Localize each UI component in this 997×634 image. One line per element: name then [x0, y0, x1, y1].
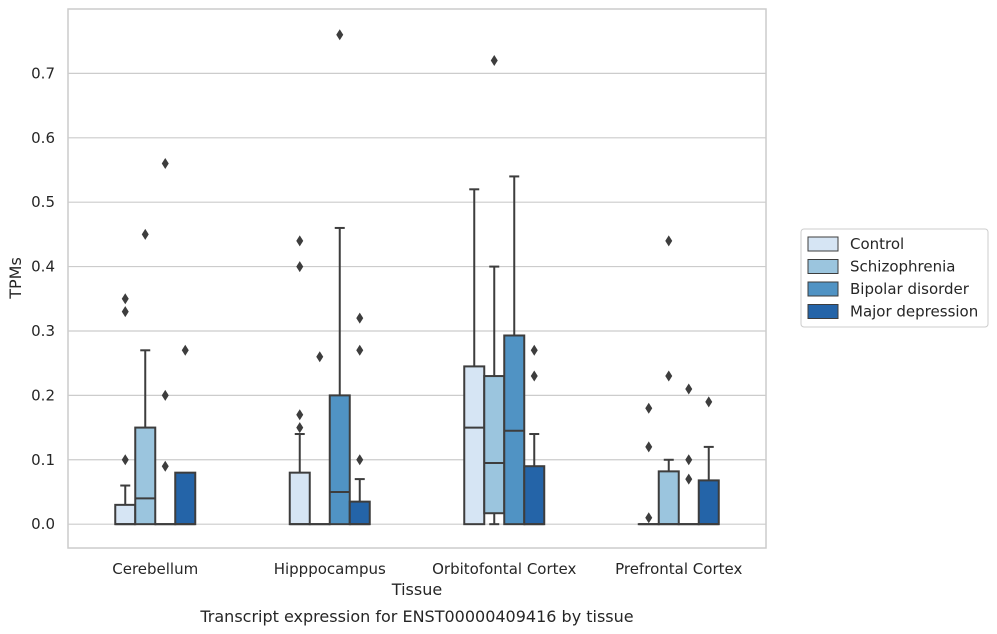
- plot-frame: [67, 8, 767, 549]
- box-body: [174, 471, 197, 526]
- box-body: [288, 471, 311, 526]
- box-3-0: [174, 344, 197, 526]
- box-0-0: [114, 293, 137, 526]
- outlier-point: [161, 389, 169, 401]
- outlier-point: [356, 312, 364, 324]
- box-0-2: [463, 188, 486, 526]
- outlier-point: [336, 29, 344, 41]
- y-tick-label: 0.1: [31, 451, 55, 469]
- box-body: [697, 479, 720, 526]
- box-body: [348, 500, 371, 526]
- outlier-point: [296, 409, 304, 421]
- outlier-point: [645, 402, 653, 414]
- y-tick-label: 0.3: [31, 322, 55, 340]
- box-body: [657, 470, 680, 526]
- outlier-point: [645, 441, 653, 453]
- box-1-3: [657, 235, 680, 526]
- box-1-0: [134, 228, 157, 526]
- box-3-3: [697, 396, 720, 526]
- outlier-point: [665, 370, 673, 382]
- legend-swatch: [807, 304, 839, 319]
- outlier-point: [685, 473, 693, 485]
- outlier-point: [121, 306, 129, 318]
- box-body: [483, 375, 506, 515]
- outlier-point: [296, 422, 304, 434]
- legend-items: Control Schizophrenia Bipolar disorder Majo…: [807, 235, 978, 321]
- y-tick-labels: 0.0 0.1 0.2 0.3 0.4 0.5 0.6 0.7: [31, 64, 55, 533]
- outlier-point: [490, 55, 498, 67]
- box-body: [134, 426, 157, 526]
- y-tick-label: 0.5: [31, 193, 55, 211]
- legend-swatch: [807, 236, 839, 252]
- box-2-0: [154, 158, 177, 526]
- x-tick-labels: Cerebellum Hipppocampus Orbitofontal Corte…: [112, 560, 742, 578]
- y-tick-label: 0.6: [31, 129, 55, 147]
- outlier-point: [685, 454, 693, 466]
- outlier-point: [161, 460, 169, 472]
- y-axis-label: TPMs: [6, 257, 25, 300]
- outlier-point: [161, 158, 169, 170]
- outlier-point: [296, 235, 304, 247]
- y-tick-label: 0.4: [31, 258, 55, 276]
- box-3-1: [348, 312, 371, 526]
- x-axis-label: Tissue: [391, 580, 442, 599]
- x-tick-label: Orbitofontal Cortex: [432, 560, 576, 578]
- outlier-point: [356, 454, 364, 466]
- y-tick-label: 0.0: [31, 515, 55, 533]
- outlier-point: [685, 383, 693, 395]
- outlier-point: [316, 351, 324, 363]
- outlier-point: [530, 370, 538, 382]
- outlier-point: [296, 261, 304, 273]
- legend-label: Bipolar disorder: [850, 280, 970, 298]
- x-tick-label: Hipppocampus: [274, 560, 386, 578]
- box-0-3: [637, 402, 660, 526]
- y-tick-label: 0.2: [31, 386, 55, 404]
- legend-swatch: [807, 259, 839, 274]
- outlier-point: [181, 344, 189, 356]
- box-body: [463, 365, 486, 526]
- y-tick-label: 0.7: [31, 64, 55, 82]
- box-body: [114, 503, 137, 526]
- box-2-3: [677, 383, 700, 526]
- legend: Control Schizophrenia Bipolar disorder Majo…: [800, 228, 989, 328]
- box-1-2: [483, 55, 506, 526]
- box-0-1: [288, 235, 311, 526]
- legend-frame: [800, 228, 989, 328]
- legend-swatch: [807, 281, 839, 297]
- box-1-1: [308, 351, 331, 526]
- x-tick-label: Cerebellum: [112, 560, 198, 578]
- legend-label: Control: [850, 235, 904, 253]
- box-2-1: [328, 29, 351, 526]
- outlier-point: [645, 512, 653, 524]
- outlier-point: [356, 344, 364, 356]
- legend-label: Major depression: [850, 303, 978, 321]
- x-tick-label: Prefrontal Cortex: [615, 560, 742, 578]
- box-layer: [114, 29, 720, 526]
- grid-lines: [68, 72, 766, 525]
- legend-label: Schizophrenia: [850, 258, 955, 276]
- outlier-point: [121, 293, 129, 305]
- outlier-point: [121, 454, 129, 466]
- box-body: [328, 394, 351, 526]
- chart-caption: Transcript expression for ENST0000040941…: [199, 607, 633, 626]
- box-3-2: [523, 344, 546, 526]
- outlier-point: [141, 228, 149, 240]
- box-body: [523, 465, 546, 526]
- outlier-point: [665, 235, 673, 247]
- outlier-point: [705, 396, 713, 408]
- outlier-point: [530, 344, 538, 356]
- box-2-2: [503, 175, 526, 526]
